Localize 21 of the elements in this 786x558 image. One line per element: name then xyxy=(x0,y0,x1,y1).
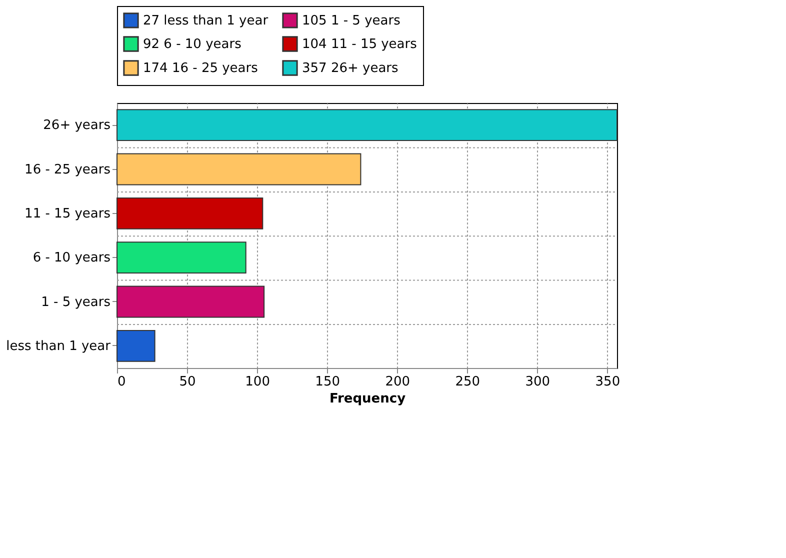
y-tick-label: 11 - 15 years xyxy=(24,206,111,222)
y-tick-label: less than 1 year xyxy=(6,338,112,354)
legend-label: 357 26+ years xyxy=(302,61,399,76)
y-tick-label: 16 - 25 years xyxy=(24,162,111,178)
x-tick-label: 200 xyxy=(385,374,410,390)
x-axis-title: Frequency xyxy=(329,392,406,406)
x-tick-label: 350 xyxy=(595,374,620,390)
legend-label: 105 1 - 5 years xyxy=(302,13,401,28)
x-tick-label: 150 xyxy=(315,374,340,390)
y-tick-label: 6 - 10 years xyxy=(32,250,111,266)
x-tick-label: 100 xyxy=(245,374,270,390)
legend-label: 104 11 - 15 years xyxy=(302,37,418,52)
legend-label: 92 6 - 10 years xyxy=(143,37,242,52)
x-tick-label: 300 xyxy=(525,374,550,390)
x-tick-label: 50 xyxy=(179,374,196,390)
legend-label: 27 less than 1 year xyxy=(143,13,269,28)
y-tick-label: 26+ years xyxy=(43,118,111,134)
x-tick-label: 0 xyxy=(118,374,126,390)
y-tick-label: 1 - 5 years xyxy=(41,294,111,310)
legend-label: 174 16 - 25 years xyxy=(143,61,258,76)
x-tick-label: 250 xyxy=(455,374,480,390)
